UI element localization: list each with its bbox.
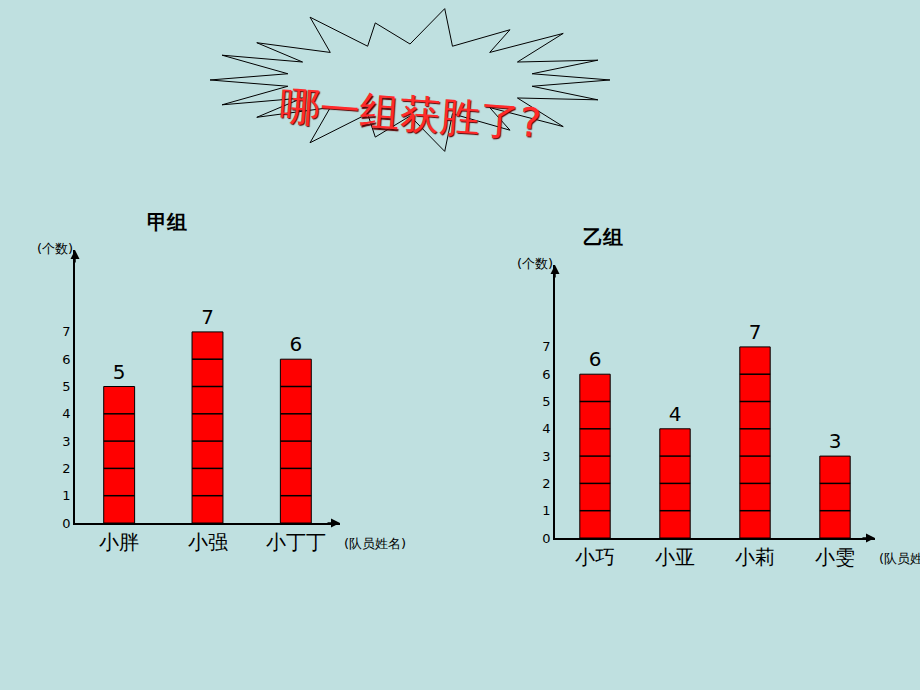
svg-text:6: 6 bbox=[542, 367, 550, 382]
svg-text:小胖: 小胖 bbox=[99, 530, 139, 554]
svg-text:小亚: 小亚 bbox=[655, 545, 695, 569]
svg-text:1: 1 bbox=[62, 488, 70, 503]
svg-text:6: 6 bbox=[589, 347, 602, 371]
svg-text:7: 7 bbox=[201, 305, 214, 329]
svg-text:5: 5 bbox=[542, 394, 550, 409]
svg-text:4: 4 bbox=[542, 421, 550, 436]
svg-text:1: 1 bbox=[542, 503, 550, 518]
svg-text:0: 0 bbox=[542, 531, 550, 546]
svg-text:小莉: 小莉 bbox=[735, 545, 775, 569]
svg-text:3: 3 bbox=[829, 429, 842, 453]
svg-text:3: 3 bbox=[62, 434, 70, 449]
svg-text:(个数): (个数) bbox=[517, 256, 553, 271]
svg-text:7: 7 bbox=[542, 339, 550, 354]
svg-text:6: 6 bbox=[62, 352, 70, 367]
svg-text:哪一组获胜了?: 哪一组获胜了? bbox=[279, 82, 543, 146]
svg-text:甲组: 甲组 bbox=[147, 210, 187, 234]
svg-text:小强: 小强 bbox=[188, 530, 228, 554]
svg-text:5: 5 bbox=[62, 379, 70, 394]
svg-text:(个数): (个数) bbox=[37, 241, 73, 256]
svg-text:7: 7 bbox=[62, 324, 70, 339]
svg-text:7: 7 bbox=[749, 320, 762, 344]
svg-text:(队员姓名): (队员姓名) bbox=[344, 536, 406, 551]
svg-text:6: 6 bbox=[289, 332, 302, 356]
svg-text:2: 2 bbox=[62, 461, 70, 476]
svg-text:(队员姓名): (队员姓名) bbox=[879, 551, 920, 566]
svg-text:4: 4 bbox=[669, 402, 682, 426]
svg-text:2: 2 bbox=[542, 476, 550, 491]
svg-text:小巧: 小巧 bbox=[575, 545, 615, 569]
svg-text:小雯: 小雯 bbox=[815, 545, 855, 569]
svg-text:0: 0 bbox=[62, 516, 70, 531]
svg-text:3: 3 bbox=[542, 449, 550, 464]
svg-text:5: 5 bbox=[113, 360, 126, 384]
svg-text:4: 4 bbox=[62, 406, 70, 421]
svg-text:小丁丁: 小丁丁 bbox=[266, 530, 326, 554]
svg-text:乙组: 乙组 bbox=[583, 225, 623, 249]
